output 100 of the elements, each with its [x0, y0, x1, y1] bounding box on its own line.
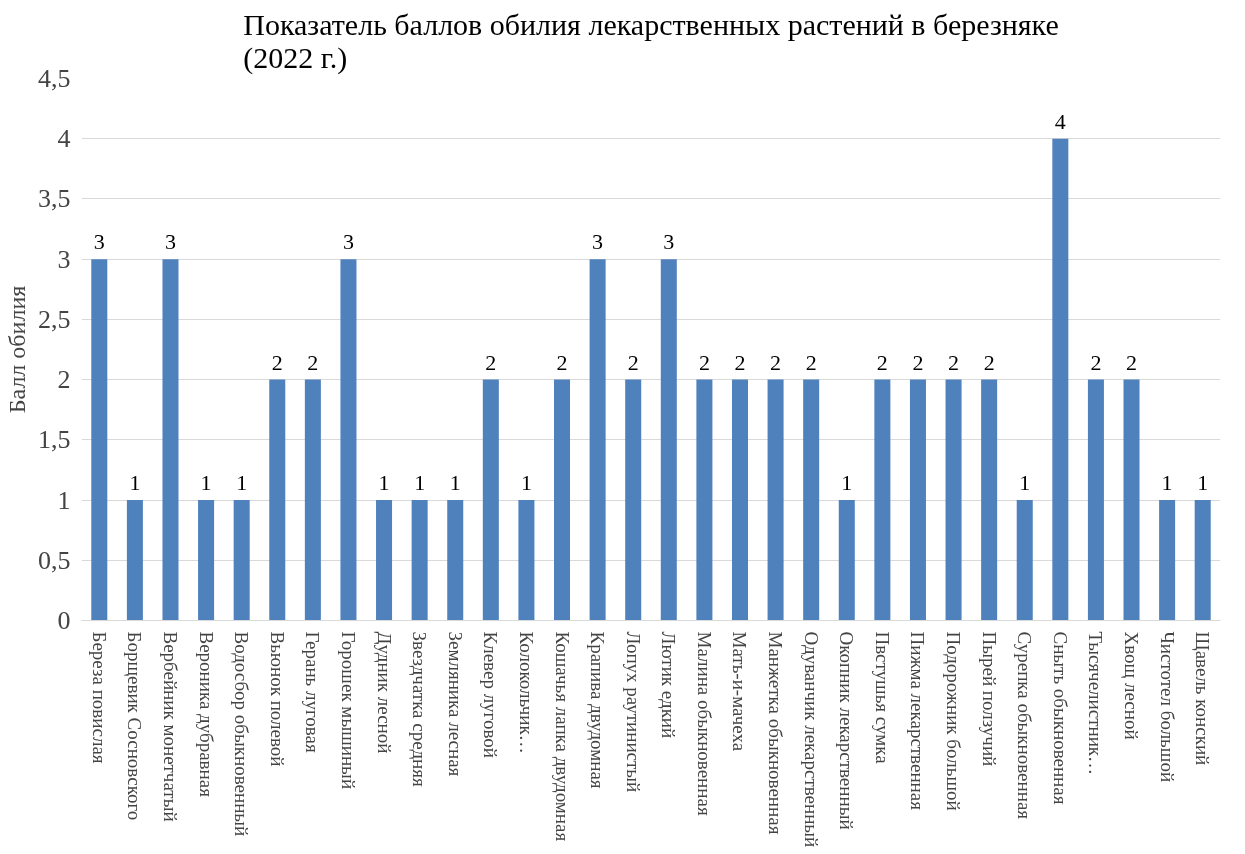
x-tick-label: Мать-и-мачеха: [729, 631, 751, 752]
x-tick-label: Герань луговая: [302, 631, 324, 753]
data-label: 1: [414, 470, 426, 496]
data-label: 3: [93, 229, 105, 255]
data-label: 1: [378, 470, 390, 496]
bar: [660, 259, 677, 621]
data-label: 3: [342, 229, 354, 255]
y-tick-label: 4: [57, 124, 71, 154]
data-label: 1: [236, 470, 248, 496]
data-label: 2: [948, 349, 960, 375]
bar: [945, 379, 962, 621]
data-label: 4: [1054, 108, 1066, 134]
bar: [482, 379, 499, 621]
bar: [269, 379, 286, 621]
bar: [447, 500, 464, 621]
y-tick-label: 1,5: [38, 425, 71, 455]
data-label: 1: [200, 470, 212, 496]
data-label: 1: [1161, 470, 1173, 496]
bar: [767, 379, 784, 621]
x-tick-label: Лопух раутинистый: [622, 631, 644, 793]
bar: [1159, 500, 1176, 621]
x-tick-label: Подорожник большой: [943, 631, 965, 811]
bar: [625, 379, 642, 621]
x-tick-label: Сныть обыкновенная: [1049, 631, 1071, 805]
y-axis-title: Балл обилия: [4, 285, 30, 414]
bar: [198, 500, 215, 621]
data-label: 2: [805, 349, 817, 375]
bar: [376, 500, 393, 621]
data-label: 1: [449, 470, 461, 496]
y-tick-label: 1: [57, 485, 71, 515]
bar: [126, 500, 143, 621]
bar: [518, 500, 535, 621]
bar: [838, 500, 855, 621]
x-tick-label: Малина обыкновенная: [693, 631, 715, 816]
bar: [1087, 379, 1104, 621]
y-tick-label: 0,5: [38, 545, 71, 575]
x-tick-label: Чистотел большой: [1156, 631, 1178, 783]
bar: [91, 259, 108, 621]
data-label: 2: [1126, 349, 1138, 375]
bar: [981, 379, 998, 621]
x-tick-label: Щавель конский: [1192, 631, 1214, 766]
x-tick-label: Вьюнок полевой: [266, 631, 288, 767]
x-tick-label: Горошек мышиный: [337, 631, 359, 790]
x-tick-label: Кошачья лапка двудомная: [551, 631, 573, 842]
data-label: 2: [770, 349, 782, 375]
data-label: 2: [876, 349, 888, 375]
x-tick-label: Пвстушья сумка: [871, 631, 893, 765]
x-tick-label: Тысячелистник…: [1085, 631, 1107, 776]
bar: [1123, 379, 1140, 621]
bar: [731, 379, 748, 621]
y-tick-label: 2,5: [38, 304, 71, 334]
data-label: 2: [271, 349, 283, 375]
x-tick-label: Пижма лекарственная: [907, 631, 929, 811]
bar: [803, 379, 820, 621]
data-label: 3: [592, 229, 604, 255]
data-label: 2: [912, 349, 924, 375]
data-label: 2: [734, 349, 746, 375]
bar: [874, 379, 891, 621]
x-tick-label: Борщевик Сосновского: [124, 631, 146, 821]
bar: [696, 379, 713, 621]
bar: [411, 500, 428, 621]
x-tick-label: Вербейник монетчатый: [159, 631, 181, 822]
bar: [909, 379, 926, 621]
data-label: 2: [627, 349, 639, 375]
bar: [1194, 500, 1211, 621]
bar: [1052, 138, 1069, 621]
y-tick-label: 4,5: [38, 64, 71, 93]
bar: [340, 259, 357, 621]
data-label: 1: [841, 470, 853, 496]
x-tick-label: Колокольчик…: [515, 631, 537, 754]
x-tick-label: Сурепка обыкновенная: [1014, 631, 1036, 820]
bar: [554, 379, 571, 621]
data-label: 2: [556, 349, 568, 375]
data-label: 2: [307, 349, 319, 375]
bar: [162, 259, 179, 621]
data-label: 2: [485, 349, 497, 375]
x-tick-label: Земляника лесная: [444, 631, 466, 777]
data-label: 3: [164, 229, 176, 255]
chart-title: Показатель баллов обилия лекарственных растений в березняке (2022 г.): [243, 7, 1059, 75]
x-tick-label: Береза повислая: [88, 631, 110, 764]
data-label: 2: [983, 349, 995, 375]
y-tick-label: 3: [57, 244, 71, 274]
x-tick-label: Окопник лекарственный: [836, 631, 858, 830]
data-label: 1: [129, 470, 141, 496]
bar: [304, 379, 321, 621]
x-tick-label: Хвощ лесной: [1121, 631, 1143, 740]
x-tick-label: Водосбор обыкновенный: [231, 631, 253, 837]
data-label: 2: [698, 349, 710, 375]
x-tick-label: Дудник лесной: [373, 631, 395, 754]
data-label: 2: [1090, 349, 1102, 375]
x-tick-label: Одуванчик лекарственный: [800, 631, 822, 848]
x-tick-label: Звездчатка средняя: [409, 631, 431, 787]
bar: [1016, 500, 1033, 621]
data-label: 1: [520, 470, 532, 496]
bar: [589, 259, 606, 621]
x-tick-label: Лютик едкий: [658, 631, 680, 739]
data-label: 1: [1019, 470, 1031, 496]
bar: [233, 500, 250, 621]
x-tick-label: Клевер луговой: [480, 631, 502, 758]
y-tick-label: 0: [57, 606, 71, 635]
